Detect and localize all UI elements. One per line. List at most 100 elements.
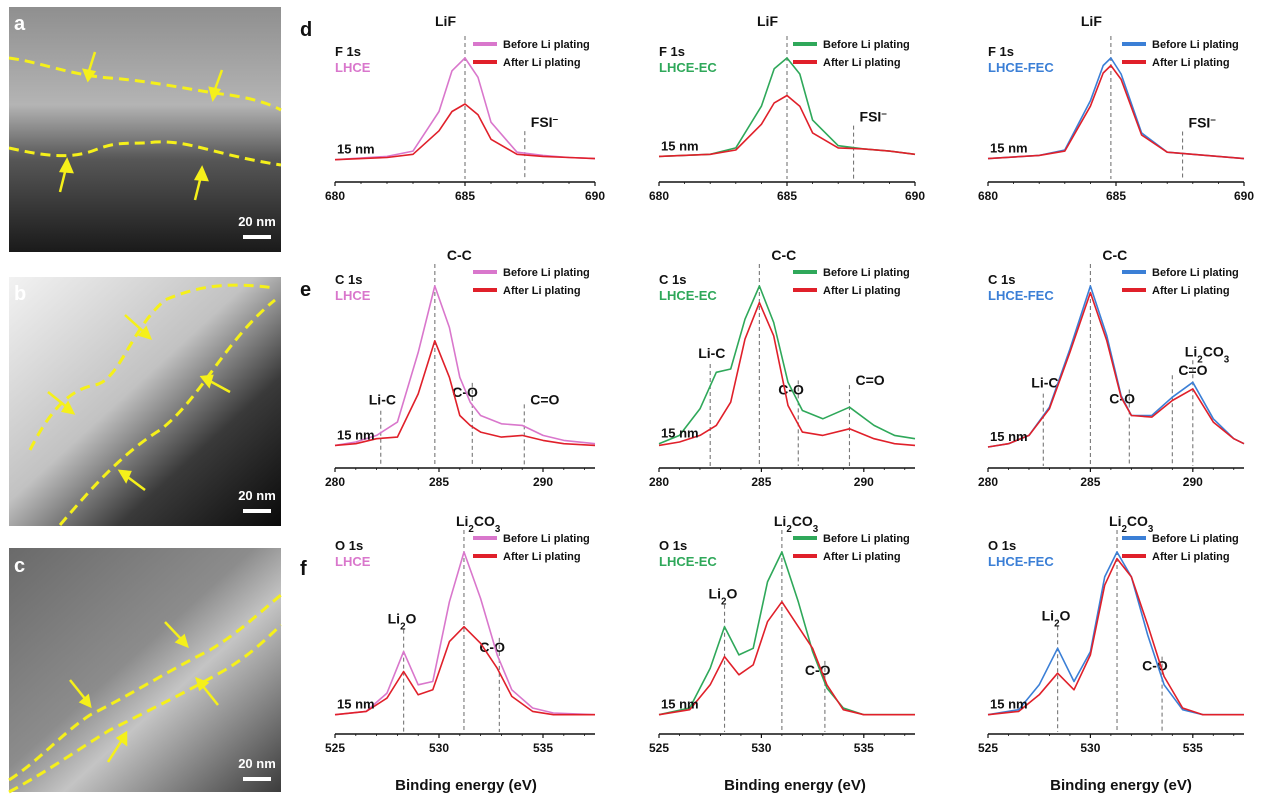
sample-label: LHCE-EC bbox=[659, 288, 717, 303]
legend-label-before: Before Li plating bbox=[503, 533, 590, 545]
peak-label: Li2CO3 bbox=[456, 513, 501, 535]
series-after-line bbox=[658, 94, 916, 158]
peak-label: Li-C bbox=[698, 345, 725, 361]
legend-label-before: Before Li plating bbox=[1152, 533, 1239, 545]
peak-label: LiF bbox=[757, 13, 778, 29]
xaxis-label-col1: Binding energy (eV) bbox=[395, 777, 537, 794]
scale-bar-a bbox=[243, 235, 271, 239]
panel-label-b: b bbox=[14, 283, 26, 305]
peak-label: C-C bbox=[771, 247, 796, 263]
sample-label: LHCE-FEC bbox=[988, 288, 1054, 303]
x-tick-label: 290 bbox=[854, 475, 874, 489]
sample-label: LHCE bbox=[335, 554, 371, 569]
peak-label: LiF bbox=[1081, 13, 1102, 29]
xps-region-label: F 1s bbox=[335, 44, 361, 59]
legend-label-before: Before Li plating bbox=[1152, 39, 1239, 51]
arrow-icons-b bbox=[47, 314, 231, 491]
x-tick-label: 690 bbox=[905, 189, 925, 203]
series-after-line bbox=[987, 64, 1245, 160]
depth-label: 15 nm bbox=[990, 697, 1028, 712]
peak-label: C-C bbox=[1102, 247, 1127, 263]
xps-region-label: C 1s bbox=[335, 272, 362, 287]
sei-boundary-bottom-b bbox=[58, 298, 276, 526]
series-before-line bbox=[334, 285, 596, 447]
peak-label: C-O bbox=[1142, 658, 1168, 674]
legend-label-after: After Li plating bbox=[1152, 57, 1230, 69]
legend-label-before: Before Li plating bbox=[1152, 267, 1239, 279]
peak-label: C=O bbox=[855, 372, 884, 388]
x-tick-label: 280 bbox=[649, 475, 669, 489]
depth-label: 15 nm bbox=[990, 429, 1028, 444]
tem-panel-a: a 20 nm bbox=[8, 7, 282, 252]
x-tick-label: 680 bbox=[649, 189, 669, 203]
peak-label: Li2CO3 bbox=[1185, 343, 1230, 365]
legend-label-before: Before Li plating bbox=[503, 39, 590, 51]
series-after-line bbox=[987, 557, 1244, 716]
x-tick-label: 530 bbox=[1080, 741, 1100, 755]
sample-label: LHCE-FEC bbox=[988, 60, 1054, 75]
sei-boundary-bottom-c bbox=[8, 623, 283, 794]
series-after-line bbox=[658, 601, 915, 716]
peak-label: FSI– bbox=[531, 114, 559, 131]
depth-label: 15 nm bbox=[337, 427, 375, 442]
legend-label-after: After Li plating bbox=[503, 57, 581, 69]
sample-label: LHCE-EC bbox=[659, 60, 717, 75]
series-before-line bbox=[334, 57, 596, 161]
x-tick-label: 535 bbox=[854, 741, 874, 755]
peak-label: Li2CO3 bbox=[1109, 513, 1154, 535]
scale-bar-b bbox=[243, 509, 271, 513]
x-tick-label: 525 bbox=[325, 741, 345, 755]
series-before-line bbox=[334, 551, 596, 716]
x-tick-label: 290 bbox=[1183, 475, 1203, 489]
panel-label-c: c bbox=[14, 555, 25, 577]
series-after-line bbox=[987, 291, 1245, 448]
x-tick-label: 685 bbox=[455, 189, 475, 203]
x-tick-label: 525 bbox=[978, 741, 998, 755]
legend-label-before: Before Li plating bbox=[503, 267, 590, 279]
x-tick-label: 285 bbox=[751, 475, 771, 489]
xps-region-label: F 1s bbox=[988, 44, 1014, 59]
peak-label: Li-C bbox=[369, 392, 396, 408]
sample-label: LHCE-FEC bbox=[988, 554, 1054, 569]
peak-label: LiF bbox=[435, 13, 456, 29]
depth-label: 15 nm bbox=[337, 142, 375, 157]
depth-label: 15 nm bbox=[661, 697, 699, 712]
series-after-line bbox=[334, 340, 596, 447]
tem-image-b bbox=[9, 277, 281, 526]
panel-label-f: f bbox=[300, 558, 307, 580]
peak-label: C-O bbox=[805, 662, 831, 678]
tem-image-a bbox=[9, 7, 281, 252]
xps-region-label: C 1s bbox=[988, 272, 1015, 287]
series-after-line bbox=[334, 103, 596, 161]
panel-label-d: d bbox=[300, 19, 312, 41]
x-tick-label: 525 bbox=[649, 741, 669, 755]
legend-label-after: After Li plating bbox=[503, 551, 581, 563]
x-tick-label: 680 bbox=[325, 189, 345, 203]
series-before-line bbox=[658, 285, 916, 445]
x-tick-label: 535 bbox=[533, 741, 553, 755]
sample-label: LHCE bbox=[335, 60, 371, 75]
x-tick-label: 535 bbox=[1183, 741, 1203, 755]
series-after-line bbox=[334, 625, 595, 716]
x-tick-label: 285 bbox=[1080, 475, 1100, 489]
xps-region-label: C 1s bbox=[659, 272, 686, 287]
xps-region-label: O 1s bbox=[659, 538, 687, 553]
sample-label: LHCE-EC bbox=[659, 554, 717, 569]
x-tick-label: 530 bbox=[429, 741, 449, 755]
xaxis-label-col3: Binding energy (eV) bbox=[1050, 777, 1192, 794]
peak-label: Li2O bbox=[709, 586, 738, 608]
legend-label-after: After Li plating bbox=[823, 551, 901, 563]
depth-label: 15 nm bbox=[661, 426, 699, 441]
legend-label-after: After Li plating bbox=[1152, 551, 1230, 563]
legend-label-after: After Li plating bbox=[1152, 285, 1230, 297]
legend-label-after: After Li plating bbox=[823, 285, 901, 297]
legend-label-before: Before Li plating bbox=[823, 533, 910, 545]
depth-label: 15 nm bbox=[990, 141, 1028, 156]
